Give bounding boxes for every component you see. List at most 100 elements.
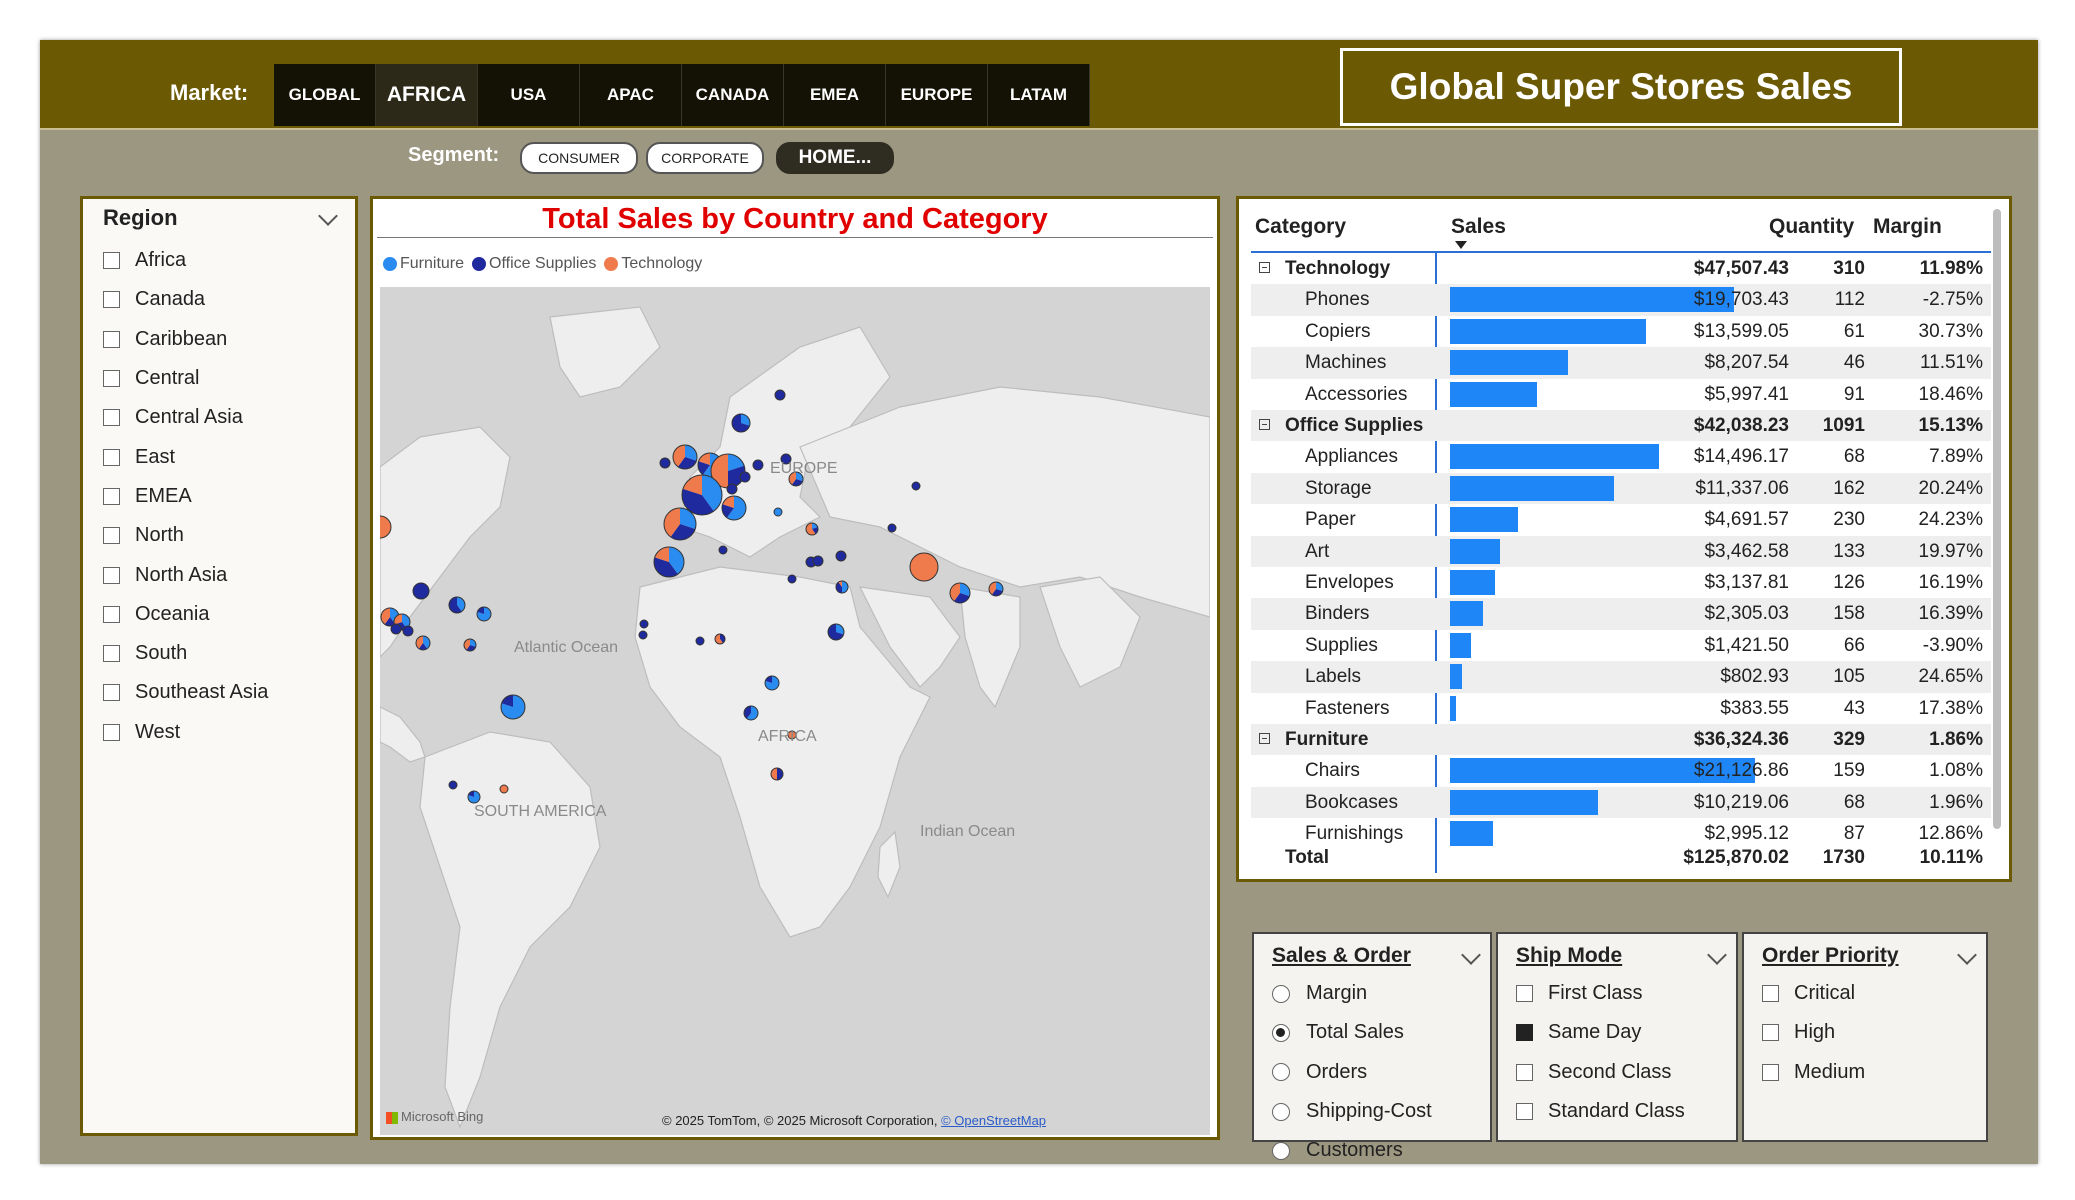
country-pie-marker[interactable] xyxy=(663,507,697,541)
country-pie-marker[interactable] xyxy=(731,413,751,433)
country-pie-marker[interactable] xyxy=(774,389,786,401)
legend-item-technology[interactable]: Technology xyxy=(604,255,702,273)
country-pie-marker[interactable] xyxy=(827,623,845,641)
region-item-caribbean[interactable]: Caribbean xyxy=(103,320,268,359)
country-pie-marker[interactable] xyxy=(909,552,939,582)
country-pie-marker[interactable] xyxy=(770,767,784,781)
country-pie-marker[interactable] xyxy=(412,582,430,600)
market-tab-emea[interactable]: EMEA xyxy=(784,64,886,126)
country-pie-marker[interactable] xyxy=(638,630,648,640)
region-item-central[interactable]: Central xyxy=(103,359,268,398)
country-pie-marker[interactable] xyxy=(415,635,431,651)
region-item-canada[interactable]: Canada xyxy=(103,280,268,319)
region-item-west[interactable]: West xyxy=(103,713,268,752)
group-row[interactable]: Furniture $36,324.36 329 1.86% xyxy=(1251,724,1991,756)
chevron-down-icon[interactable] xyxy=(1707,945,1727,965)
chevron-down-icon[interactable] xyxy=(318,206,338,226)
country-pie-marker[interactable] xyxy=(380,515,392,539)
checkbox-icon[interactable] xyxy=(103,566,120,584)
country-pie-marker[interactable] xyxy=(773,507,783,517)
option-customers[interactable]: Customers xyxy=(1272,1131,1432,1170)
region-item-oceania[interactable]: Oceania xyxy=(103,595,268,634)
market-tab-latam[interactable]: LATAM xyxy=(988,64,1090,126)
country-pie-marker[interactable] xyxy=(988,581,1004,597)
checkbox-icon[interactable] xyxy=(103,723,120,741)
radio-selected-icon[interactable] xyxy=(1272,1023,1290,1042)
country-pie-marker[interactable] xyxy=(835,550,847,562)
option-critical[interactable]: Critical xyxy=(1762,974,1865,1013)
country-pie-marker[interactable] xyxy=(805,522,819,536)
collapse-icon[interactable] xyxy=(1259,419,1270,430)
segment-corporate-button[interactable]: CORPORATE xyxy=(646,142,764,174)
table-row[interactable]: Accessories $5,997.41 91 18.46% xyxy=(1251,379,1991,410)
column-header-category[interactable]: Category xyxy=(1255,215,1347,238)
column-header-margin[interactable]: Margin xyxy=(1873,215,1942,238)
region-item-emea[interactable]: EMEA xyxy=(103,477,268,516)
segment-consumer-button[interactable]: CONSUMER xyxy=(520,142,638,174)
market-tab-africa[interactable]: AFRICA xyxy=(376,64,478,126)
table-row[interactable]: Furnishings $2,995.12 87 12.86% xyxy=(1251,818,1991,849)
chevron-down-icon[interactable] xyxy=(1957,945,1977,965)
checkbox-checked-icon[interactable] xyxy=(1516,1024,1533,1042)
radio-icon[interactable] xyxy=(1272,1102,1290,1121)
country-pie-marker[interactable] xyxy=(787,730,797,740)
table-row[interactable]: Binders $2,305.03 158 16.39% xyxy=(1251,598,1991,630)
table-row[interactable]: Bookcases $10,219.06 68 1.96% xyxy=(1251,786,1991,819)
legend-item-furniture[interactable]: Furniture xyxy=(383,255,464,273)
option-standard-class[interactable]: Standard Class xyxy=(1516,1092,1685,1131)
option-medium[interactable]: Medium xyxy=(1762,1053,1865,1092)
country-pie-marker[interactable] xyxy=(653,546,685,578)
country-pie-marker[interactable] xyxy=(787,574,797,584)
checkbox-icon[interactable] xyxy=(103,448,120,466)
checkbox-icon[interactable] xyxy=(1762,1063,1779,1081)
region-item-north-asia[interactable]: North Asia xyxy=(103,555,268,594)
country-pie-marker[interactable] xyxy=(448,596,466,614)
country-pie-marker[interactable] xyxy=(659,457,671,469)
country-pie-marker[interactable] xyxy=(752,459,764,471)
checkbox-icon[interactable] xyxy=(103,605,120,623)
collapse-icon[interactable] xyxy=(1259,262,1270,273)
region-item-south[interactable]: South xyxy=(103,634,268,673)
map-canvas[interactable]: EUROPE Atlantic Ocean AFRICA SOUTH AMERI… xyxy=(380,287,1210,1135)
region-item-central-asia[interactable]: Central Asia xyxy=(103,398,268,437)
country-pie-marker[interactable] xyxy=(887,523,897,533)
country-pie-marker[interactable] xyxy=(467,790,481,804)
country-pie-marker[interactable] xyxy=(500,694,526,720)
legend-item-office-supplies[interactable]: Office Supplies xyxy=(472,255,596,273)
option-first-class[interactable]: First Class xyxy=(1516,974,1685,1013)
radio-icon[interactable] xyxy=(1272,1063,1290,1082)
option-total-sales[interactable]: Total Sales xyxy=(1272,1013,1432,1052)
region-item-africa[interactable]: Africa xyxy=(103,241,268,280)
table-row[interactable]: Paper $4,691.57 230 24.23% xyxy=(1251,504,1991,535)
checkbox-icon[interactable] xyxy=(103,291,120,309)
checkbox-icon[interactable] xyxy=(103,370,120,388)
country-pie-marker[interactable] xyxy=(721,495,747,521)
table-row[interactable]: Fasteners $383.55 43 17.38% xyxy=(1251,693,1991,724)
country-pie-marker[interactable] xyxy=(448,780,458,790)
table-row[interactable]: Storage $11,337.06 162 20.24% xyxy=(1251,472,1991,505)
option-second-class[interactable]: Second Class xyxy=(1516,1053,1685,1092)
market-tab-usa[interactable]: USA xyxy=(478,64,580,126)
country-pie-marker[interactable] xyxy=(780,453,792,465)
table-row[interactable]: Phones $19,703.43 112 -2.75% xyxy=(1251,284,1991,316)
market-tab-apac[interactable]: APAC xyxy=(580,64,682,126)
option-shipping-cost[interactable]: Shipping-Cost xyxy=(1272,1092,1432,1131)
table-row[interactable]: Labels $802.93 105 24.65% xyxy=(1251,661,1991,693)
country-pie-marker[interactable] xyxy=(739,471,751,483)
market-tab-global[interactable]: GLOBAL xyxy=(274,64,376,126)
country-pie-marker[interactable] xyxy=(788,471,804,487)
country-pie-marker[interactable] xyxy=(639,619,649,629)
column-header-sales[interactable]: Sales xyxy=(1451,215,1506,238)
country-pie-marker[interactable] xyxy=(726,483,738,495)
table-row[interactable]: Supplies $1,421.50 66 -3.90% xyxy=(1251,630,1991,661)
table-row[interactable]: Art $3,462.58 133 19.97% xyxy=(1251,535,1991,567)
country-pie-marker[interactable] xyxy=(743,705,759,721)
checkbox-icon[interactable] xyxy=(103,487,120,505)
country-pie-marker[interactable] xyxy=(949,582,971,604)
region-item-east[interactable]: East xyxy=(103,437,268,476)
vertical-scrollbar[interactable] xyxy=(1993,209,2001,829)
table-row[interactable]: Chairs $21,126.86 159 1.08% xyxy=(1251,755,1991,786)
checkbox-icon[interactable] xyxy=(1762,985,1779,1003)
checkbox-icon[interactable] xyxy=(103,527,120,545)
market-tab-europe[interactable]: EUROPE xyxy=(886,64,988,126)
